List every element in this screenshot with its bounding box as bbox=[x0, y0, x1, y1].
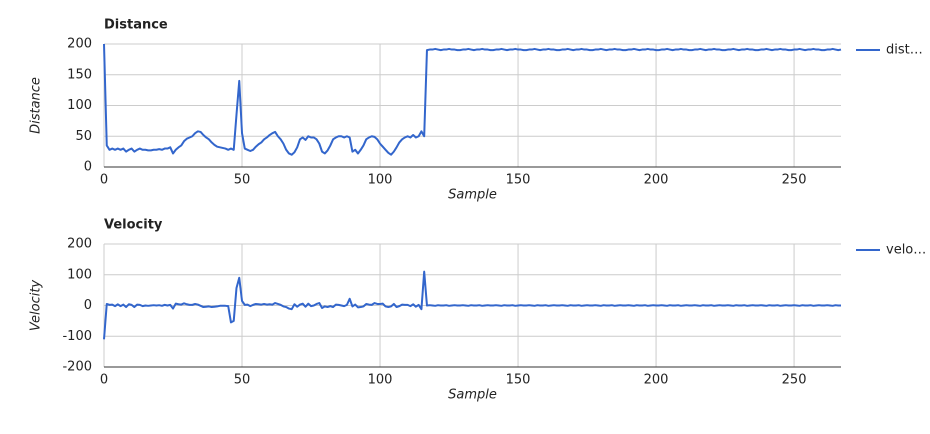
y-tick-label: 100 bbox=[67, 98, 92, 113]
y-tick-label: 200 bbox=[67, 37, 92, 52]
x-tick-label: 100 bbox=[368, 373, 393, 388]
chart-title: Velocity bbox=[104, 218, 163, 233]
y-tick-label: 150 bbox=[67, 67, 92, 82]
x-tick-label: 250 bbox=[782, 373, 807, 388]
x-tick-label: 150 bbox=[506, 173, 531, 188]
x-axis-title: Sample bbox=[448, 188, 497, 203]
x-axis-title: Sample bbox=[448, 388, 497, 403]
legend-label: dist… bbox=[886, 43, 923, 58]
x-tick-label: 50 bbox=[234, 373, 251, 388]
x-tick-label: 100 bbox=[368, 173, 393, 188]
x-tick-label: 200 bbox=[644, 173, 669, 188]
y-tick-label: 0 bbox=[84, 160, 92, 175]
x-tick-label: 150 bbox=[506, 373, 531, 388]
line-series bbox=[103, 43, 842, 156]
x-tick-label: 0 bbox=[100, 373, 108, 388]
x-tick-label: 200 bbox=[644, 373, 669, 388]
y-tick-label: 100 bbox=[67, 267, 92, 282]
y-tick-label: 0 bbox=[84, 298, 92, 313]
y-tick-label: 50 bbox=[75, 129, 92, 144]
x-tick-label: 0 bbox=[100, 173, 108, 188]
legend-label: velo… bbox=[886, 243, 926, 258]
y-axis-title: Distance bbox=[29, 77, 44, 134]
chart-title: Distance bbox=[104, 18, 168, 33]
y-axis-title: Velocity bbox=[29, 280, 44, 332]
x-tick-label: 50 bbox=[234, 173, 251, 188]
y-tick-label: 200 bbox=[67, 237, 92, 252]
y-tick-label: -200 bbox=[62, 360, 92, 375]
x-tick-label: 250 bbox=[782, 173, 807, 188]
y-tick-label: -100 bbox=[62, 329, 92, 344]
line-series bbox=[103, 270, 841, 340]
